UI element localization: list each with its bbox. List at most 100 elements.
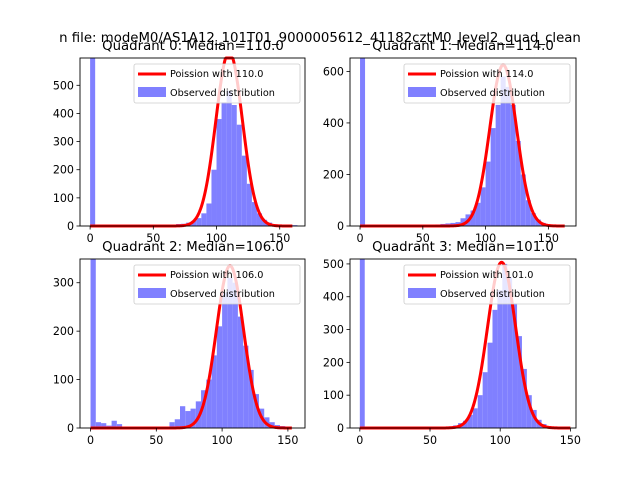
quadrant-3-x-tick-label: 0: [356, 434, 363, 447]
quadrant-0-y-tick-label: 300: [53, 136, 74, 149]
quadrant-2-hist-bar: [95, 422, 102, 428]
quadrant-0-x-tick-label: 150: [269, 232, 290, 245]
quadrant-2-title: Quadrant 2: Median=106.0: [102, 240, 284, 255]
quadrant-2-hist-bar: [169, 422, 175, 428]
quadrant-0-y-tick-label: 400: [53, 107, 74, 120]
quadrant-0-y-axis: 0 100 200 300 400 500: [53, 79, 80, 233]
quadrant-2-hist-bar: [216, 326, 223, 428]
quadrant-2-hist-bar: [190, 408, 196, 428]
quadrant-0-histogram: [90, 58, 298, 226]
quadrant-1-x-tick-label: 0: [357, 232, 364, 245]
quadrant-3-x-tick-label: 100: [490, 434, 511, 447]
quadrant-1-hist-bar: [530, 213, 536, 226]
quadrant-1-legend-poisson-label: Poission with 114.0: [440, 69, 533, 80]
quadrant-1-y-tick-label: 400: [323, 117, 344, 130]
quadrant-2-legend-poisson-label: Poission with 106.0: [170, 270, 263, 281]
quadrant-1-hist-bar: [470, 210, 476, 226]
quadrant-3-legend-box: [403, 264, 571, 305]
quadrant-0-hist-bar: [221, 102, 227, 226]
quadrant-0-hist-bar: [216, 119, 222, 226]
quadrant-3-hist-bar: [512, 303, 518, 428]
quadrant-1-y-axis: 0 200 400 600: [323, 65, 350, 233]
quadrant-3-hist-bar: [502, 263, 508, 428]
quadrant-3-hist-bar: [487, 342, 493, 428]
quadrant-3-hist-bar: [472, 408, 478, 428]
quadrant-2-y-tick-label: 300: [53, 277, 74, 290]
quadrant-0-panel: Quadrant 0: Median=110.0 0 50 100 150 0 100 2…: [53, 39, 306, 245]
quadrant-3-hist-bar: [477, 395, 483, 428]
quadrant-2-panel: Quadrant 2: Median=106.0 0 50 100 150 0 100 2…: [53, 240, 306, 447]
quadrant-2-hist-bar: [101, 423, 107, 428]
quadrant-2-x-tick-label: 150: [277, 434, 298, 447]
quadrant-1-legend-observed-label: Observed distribution: [440, 88, 545, 99]
quadrant-2-hist-bar: [248, 369, 254, 428]
quadrant-3-y-tick-label: 300: [323, 324, 344, 337]
quadrant-0-legend-poisson-label: Poission with 110.0: [170, 69, 263, 80]
quadrant-2-histogram: [90, 259, 291, 428]
quadrant-0-axes-frame: [79, 57, 306, 227]
quadrant-0-hist-bar: [231, 104, 237, 226]
quadrant-2-hist-bar: [116, 424, 123, 428]
quadrant-2-hist-bar: [111, 420, 117, 428]
quadrant-3-y-tick-label: 0: [337, 422, 344, 435]
quadrant-2-hist-bar: [90, 259, 96, 428]
quadrant-3-legend-poisson-label: Poission with 101.0: [440, 270, 533, 281]
quadrant-0-legend-observed-swatch: [138, 87, 166, 97]
quadrant-3-y-tick-label: 500: [323, 258, 344, 271]
quadrant-0-hist-bar: [211, 169, 217, 226]
quadrant-1-legend-observed-swatch: [408, 87, 436, 97]
quadrant-3-y-tick-label: 200: [323, 356, 344, 369]
quadrant-3-hist-bar: [526, 395, 532, 428]
quadrant-1-hist-bar: [475, 202, 481, 226]
quadrant-3-y-tick-label: 400: [323, 291, 344, 304]
quadrant-3-x-tick-label: 150: [560, 434, 581, 447]
quadrant-3-histogram: [359, 259, 557, 428]
quadrant-2-x-tick-label: 100: [212, 434, 233, 447]
quadrant-1-x-tick-label: 50: [416, 232, 430, 245]
quadrant-3-hist-bar: [359, 259, 365, 428]
quadrant-1-legend: Poission with 114.0 Observed distributio…: [403, 63, 571, 104]
quadrant-3-y-axis: 0 100 200 300 400 500: [323, 258, 350, 435]
quadrant-1-legend-box: [403, 63, 571, 104]
quadrant-2-hist-bar: [206, 379, 212, 428]
quadrant-1-hist-bar: [485, 161, 491, 226]
quadrant-1-hist-bar: [500, 76, 506, 226]
quadrant-3-hist-bar: [467, 414, 473, 428]
quadrant-0-y-tick-label: 500: [53, 79, 74, 92]
quadrant-1-x-tick-label: 100: [475, 232, 496, 245]
quadrant-0-hist-bar: [246, 183, 252, 226]
quadrant-0-hist-bar: [241, 155, 247, 226]
quadrant-2-hist-bar: [232, 282, 238, 428]
quadrant-3-legend-observed-swatch: [408, 288, 436, 298]
quadrant-3-hist-bar: [497, 290, 503, 428]
quadrant-1-hist-bar: [490, 128, 496, 226]
quadrant-1-histogram: [360, 58, 556, 226]
quadrant-1-hist-bar: [360, 58, 366, 226]
quadrant-2-hist-bar: [211, 355, 217, 428]
quadrant-1-hist-bar: [495, 104, 501, 226]
quadrant-0-x-tick-label: 50: [146, 232, 160, 245]
quadrant-0-x-tick-label: 0: [87, 232, 94, 245]
quadrant-2-legend-box: [133, 264, 301, 305]
quadrant-0-hist-bar: [251, 202, 257, 226]
quadrant-0-hist-bar: [256, 213, 263, 226]
quadrant-3-hist-bar: [482, 372, 488, 428]
quadrant-1-hist-bar: [505, 86, 511, 226]
quadrant-0-y-tick-label: 200: [53, 164, 74, 177]
quadrant-3-axes-frame: [349, 258, 577, 429]
quadrant-0-hist-bar: [206, 203, 212, 226]
quadrant-3-hist-bar: [492, 309, 498, 428]
quadrant-2-hist-bar: [185, 411, 191, 428]
quadrant-2-hist-bar: [174, 419, 180, 428]
quadrant-2-hist-bar: [253, 394, 259, 428]
quadrant-2-x-tick-label: 50: [149, 434, 163, 447]
quadrant-0-y-tick-label: 0: [67, 220, 74, 233]
quadrant-1-y-tick-label: 0: [337, 220, 344, 233]
quadrant-3-hist-bar: [507, 277, 513, 428]
quadrant-2-hist-bar: [180, 406, 186, 428]
quadrant-0-hist-bar: [226, 90, 232, 226]
quadrant-2-hist-bar: [222, 292, 228, 428]
quadrant-1-x-tick-label: 150: [538, 232, 559, 245]
quadrant-3-y-tick-label: 100: [323, 389, 344, 402]
